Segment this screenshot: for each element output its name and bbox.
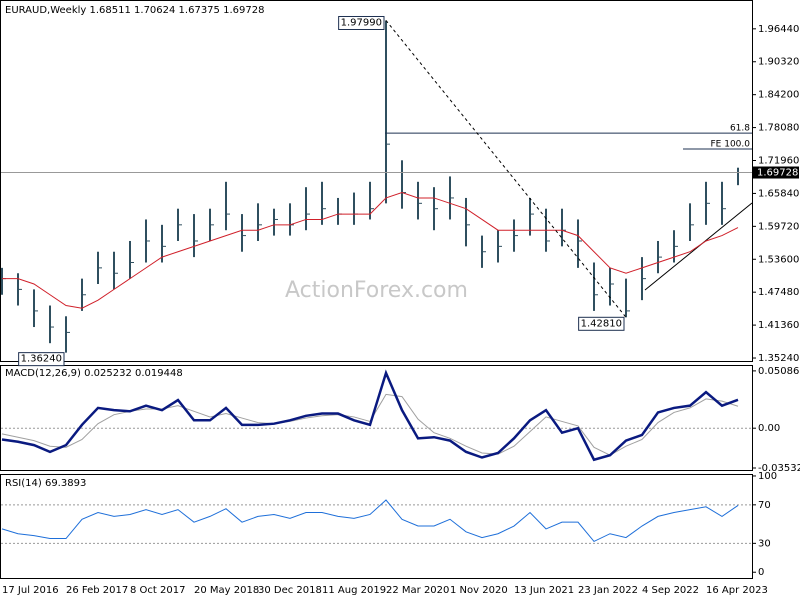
- level-label: FE 100.0: [711, 139, 751, 149]
- x-tick-label: 22 Mar 2020: [386, 585, 449, 596]
- x-tick-label: 17 Jul 2016: [2, 585, 59, 596]
- y-tick-label: 0.050863: [758, 366, 800, 377]
- y-tick-label: 30: [758, 538, 771, 549]
- x-tick-label: 16 Apr 2023: [706, 585, 768, 596]
- swing-line: [385, 20, 627, 318]
- low-annotation-box: [18, 352, 65, 367]
- y-tick-label: 1.90320: [758, 57, 799, 68]
- macd-title: MACD(12,26,9) 0.025232 0.019448: [5, 368, 183, 379]
- y-tick-label: 1.78080: [758, 123, 799, 134]
- chart-title: EURAUD,Weekly 1.68511 1.70624 1.67375 1.…: [5, 5, 264, 16]
- y-tick-label: 0: [758, 567, 764, 578]
- low-annotation: 1.42810: [581, 318, 622, 329]
- low-annotation: 1.36240: [21, 354, 62, 365]
- low-annotation-box: [578, 316, 625, 331]
- y-tick-label: 1.96440: [758, 24, 799, 35]
- moving-average: [2, 192, 739, 309]
- x-tick-label: 4 Sep 2022: [642, 585, 699, 596]
- level-label: 61.8: [730, 124, 750, 134]
- rsi-line: [1, 499, 739, 543]
- x-tick-label: 26 Feb 2017: [66, 585, 128, 596]
- macd-main: [1, 369, 739, 462]
- macd-panel: [0, 365, 753, 471]
- y-tick-label: 1.47480: [758, 287, 799, 298]
- x-tick-label: 11 Aug 2019: [322, 585, 386, 596]
- high-annotation: 1.97990: [341, 17, 382, 28]
- y-tick-label: 1.59720: [758, 221, 799, 232]
- y-tick-label: 1.53600: [758, 254, 799, 265]
- y-tick-label: 1.65840: [758, 188, 799, 199]
- x-tick-label: 23 Jan 2022: [578, 585, 638, 596]
- x-tick-label: 13 Jun 2021: [514, 585, 574, 596]
- x-tick-label: 20 May 2018: [194, 585, 259, 596]
- price-panel: [0, 0, 753, 362]
- y-tick-label: 0.00: [758, 423, 780, 434]
- y-tick-label: 1.84200: [758, 90, 799, 101]
- last-price-label: 1.69728: [757, 168, 798, 179]
- x-tick-label: 1 Nov 2020: [450, 585, 508, 596]
- y-tick-label: 100: [758, 471, 777, 482]
- y-tick-label: 70: [758, 500, 771, 511]
- watermark: ActionForex.com: [285, 278, 468, 303]
- rsi-title: RSI(14) 69.3893: [5, 478, 86, 489]
- x-tick-label: 30 Dec 2018: [258, 585, 322, 596]
- last-price-box: [753, 166, 799, 179]
- y-tick-label: 1.35240: [758, 353, 799, 364]
- y-tick-label: 1.71960: [758, 156, 799, 167]
- x-tick-label: 8 Oct 2017: [130, 585, 185, 596]
- rsi-panel: [0, 474, 753, 579]
- y-tick-label: -0.035322: [758, 463, 800, 474]
- high-annotation-box: [338, 15, 385, 30]
- y-tick-label: 1.41360: [758, 320, 799, 331]
